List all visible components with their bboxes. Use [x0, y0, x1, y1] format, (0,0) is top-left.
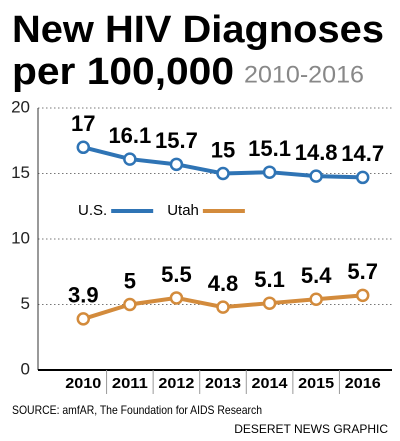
point [76, 140, 91, 155]
credit: DESERET NEWS GRAPHIC [234, 422, 388, 436]
data-label: 14.8 [295, 140, 338, 165]
data-label: 15 [211, 137, 235, 162]
x-tick-label: 2013 [205, 375, 241, 392]
data-label: 17 [71, 111, 95, 136]
point [123, 297, 137, 312]
legend-label: Utah [167, 202, 199, 219]
point [262, 165, 277, 179]
point [355, 288, 370, 303]
x-tick-label: 2012 [158, 375, 194, 392]
data-label: 5.4 [301, 263, 332, 288]
data-label: 3.9 [68, 283, 99, 308]
y-tick-label: 20 [11, 97, 30, 116]
point [309, 169, 323, 183]
point [216, 166, 230, 181]
data-label: 15.7 [155, 128, 198, 153]
data-label: 5.7 [347, 259, 378, 284]
chart-subtitle: 2010-2016 [244, 61, 364, 88]
point [262, 296, 277, 310]
point [169, 291, 184, 305]
data-label: 5.5 [161, 262, 192, 287]
legend-label: U.S. [78, 202, 107, 219]
data-label: 4.8 [208, 271, 239, 296]
data-label: 14.7 [341, 141, 384, 166]
data-label: 5.1 [254, 267, 285, 292]
point [355, 170, 370, 185]
point [216, 300, 230, 314]
y-tick-label: 15 [11, 163, 30, 182]
data-label: 15.1 [248, 136, 291, 161]
x-tick-label: 2015 [298, 375, 334, 392]
point [309, 292, 323, 307]
y-tick-label: 0 [21, 359, 30, 378]
source-note: SOURCE: amfAR, The Foundation for AIDS R… [12, 403, 262, 417]
y-tick-label: 10 [11, 228, 30, 247]
point [76, 312, 91, 326]
y-tick-label: 5 [21, 294, 30, 313]
point [123, 152, 137, 166]
x-tick-label: 2014 [252, 375, 289, 392]
chart-title: per 100,000 [12, 51, 234, 93]
data-label: 5 [124, 268, 136, 293]
chart-title: New HIV Diagnoses [12, 9, 384, 51]
data-label: 16.1 [108, 123, 151, 148]
point [169, 157, 184, 172]
x-tick-label: 2011 [112, 375, 148, 392]
x-tick-label: 2016 [345, 375, 381, 392]
x-tick-label: 2010 [65, 375, 101, 392]
